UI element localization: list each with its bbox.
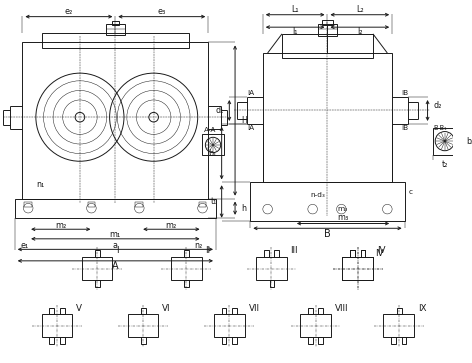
Bar bbox=[282, 34, 373, 58]
Bar bbox=[264, 250, 269, 257]
Bar bbox=[361, 250, 365, 257]
Bar bbox=[141, 308, 146, 314]
Bar bbox=[383, 314, 414, 338]
Bar bbox=[342, 257, 373, 280]
Text: e₂: e₂ bbox=[65, 7, 73, 16]
Text: A-A: A-A bbox=[204, 127, 216, 132]
Text: m₃: m₃ bbox=[337, 206, 347, 212]
Text: m₂: m₂ bbox=[166, 221, 177, 230]
Text: IB: IB bbox=[401, 125, 408, 131]
Text: IX: IX bbox=[418, 303, 427, 313]
Bar bbox=[263, 53, 392, 182]
Bar bbox=[274, 250, 279, 257]
Text: b₁: b₁ bbox=[209, 148, 217, 158]
Bar bbox=[361, 250, 365, 257]
Text: A: A bbox=[112, 261, 118, 271]
Bar bbox=[128, 314, 159, 338]
Text: t₂: t₂ bbox=[442, 160, 448, 169]
Text: IV: IV bbox=[375, 249, 383, 258]
Text: t₁: t₁ bbox=[211, 197, 217, 206]
Text: H: H bbox=[241, 116, 247, 125]
Text: h: h bbox=[241, 204, 246, 213]
Bar bbox=[202, 134, 224, 155]
Text: l₂: l₂ bbox=[357, 28, 362, 36]
Text: V: V bbox=[76, 303, 82, 313]
Bar bbox=[250, 182, 405, 221]
Bar bbox=[350, 250, 355, 257]
Bar bbox=[222, 338, 227, 344]
Bar bbox=[49, 308, 54, 314]
Text: n-d₃: n-d₃ bbox=[311, 192, 325, 198]
Bar bbox=[95, 280, 100, 287]
Bar bbox=[232, 338, 237, 344]
Text: III: III bbox=[291, 246, 298, 255]
Bar bbox=[184, 250, 189, 257]
Bar bbox=[171, 257, 202, 280]
Bar bbox=[25, 203, 32, 207]
Text: n₂: n₂ bbox=[194, 241, 203, 250]
Text: m₁: m₁ bbox=[110, 231, 121, 240]
Text: d₂: d₂ bbox=[433, 101, 442, 110]
Bar bbox=[199, 203, 206, 207]
Bar bbox=[232, 308, 237, 314]
Text: B: B bbox=[324, 229, 331, 239]
Bar bbox=[222, 308, 227, 314]
Text: e₁: e₁ bbox=[20, 241, 28, 250]
Bar bbox=[391, 338, 396, 344]
Text: m₂: m₂ bbox=[55, 221, 67, 230]
Text: l₁: l₁ bbox=[292, 28, 298, 36]
Text: L₁: L₁ bbox=[291, 5, 299, 15]
Bar bbox=[15, 199, 216, 218]
Text: d₁: d₁ bbox=[215, 106, 224, 115]
Bar bbox=[60, 308, 65, 314]
Text: IA: IA bbox=[247, 90, 254, 96]
Bar bbox=[318, 24, 337, 36]
Bar bbox=[433, 128, 457, 155]
Bar bbox=[106, 24, 125, 35]
Text: II: II bbox=[205, 246, 211, 255]
Bar bbox=[397, 308, 402, 314]
Bar bbox=[319, 338, 323, 344]
Text: m₃: m₃ bbox=[337, 213, 348, 222]
Bar bbox=[49, 338, 54, 344]
Bar bbox=[322, 20, 333, 25]
Text: L₂: L₂ bbox=[356, 5, 363, 15]
Text: a: a bbox=[113, 241, 118, 250]
Bar bbox=[135, 203, 143, 207]
Text: IA: IA bbox=[247, 125, 254, 131]
Bar bbox=[82, 257, 112, 280]
Bar bbox=[60, 338, 65, 344]
Bar bbox=[42, 314, 72, 338]
Bar bbox=[319, 308, 323, 314]
Bar bbox=[350, 250, 355, 257]
Text: e₃: e₃ bbox=[158, 7, 166, 16]
Bar bbox=[270, 280, 274, 287]
Bar bbox=[256, 257, 287, 280]
Bar bbox=[42, 33, 189, 48]
Text: I: I bbox=[116, 246, 119, 255]
Bar bbox=[23, 42, 208, 199]
Bar bbox=[214, 314, 244, 338]
Bar bbox=[308, 338, 312, 344]
Text: b₂: b₂ bbox=[466, 136, 472, 146]
Text: VIII: VIII bbox=[335, 303, 348, 313]
Bar bbox=[308, 308, 312, 314]
Bar bbox=[342, 257, 373, 280]
Bar bbox=[95, 250, 100, 257]
Bar bbox=[141, 338, 146, 344]
Text: VII: VII bbox=[248, 303, 260, 313]
Bar bbox=[88, 203, 95, 207]
Text: IV: IV bbox=[377, 246, 385, 255]
Bar bbox=[402, 338, 406, 344]
Text: VI: VI bbox=[162, 303, 171, 313]
Text: c: c bbox=[408, 189, 413, 195]
Bar bbox=[184, 280, 189, 287]
Text: B-B₁: B-B₁ bbox=[433, 125, 447, 131]
Text: n₁: n₁ bbox=[36, 180, 44, 189]
Text: IB: IB bbox=[401, 90, 408, 96]
Bar bbox=[111, 21, 119, 25]
Bar bbox=[300, 314, 331, 338]
